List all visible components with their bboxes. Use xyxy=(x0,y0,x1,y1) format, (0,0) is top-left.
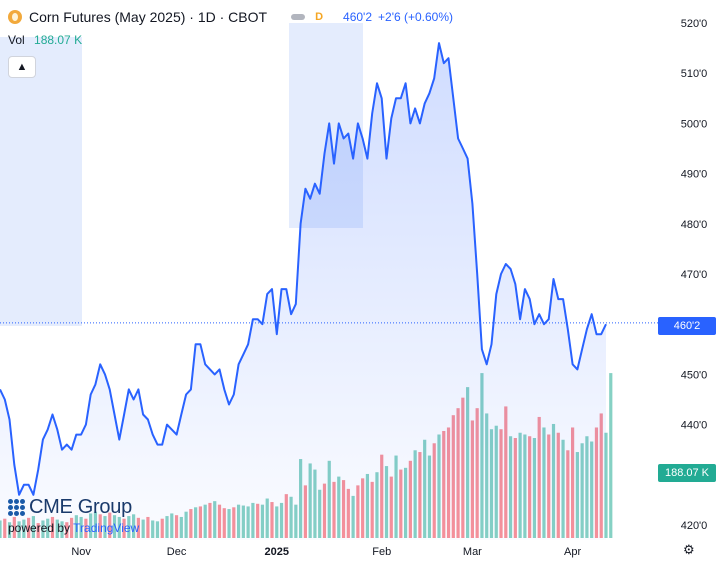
y-tick-label: 480'0 xyxy=(681,219,708,231)
y-tick-label: 520'0 xyxy=(681,18,708,30)
symbol-title[interactable]: Corn Futures (May 2025) · 1D · CBOT xyxy=(29,9,268,25)
x-tick-label: Mar xyxy=(463,546,482,558)
price-area-fill xyxy=(0,43,606,540)
y-tick-label: 470'0 xyxy=(681,269,708,281)
gear-icon[interactable]: ⚙ xyxy=(683,542,695,557)
x-tick-label: Nov xyxy=(71,546,91,558)
volume-bar xyxy=(609,373,613,538)
status-pill-icon xyxy=(291,14,306,20)
current-volume-tag: 188.07 K xyxy=(658,464,716,482)
y-tick-label: 450'0 xyxy=(681,369,708,381)
x-tick-label: Apr xyxy=(564,546,581,558)
x-tick-label: Feb xyxy=(372,546,391,558)
y-tick-label: 420'0 xyxy=(681,520,708,532)
current-price-tag: 460'2 xyxy=(658,317,716,335)
x-tick-label: Dec xyxy=(167,546,187,558)
cme-logo: CME Group xyxy=(8,496,139,519)
y-tick-label: 440'0 xyxy=(681,420,708,432)
last-price: 460'2 xyxy=(343,10,373,24)
volume-legend: Vol 188.07 K xyxy=(8,33,82,47)
branding[interactable]: CME Group powered by TradingView xyxy=(8,496,139,535)
price-change: +2'6 (+0.60%) xyxy=(378,10,454,24)
logo-text: CME Group xyxy=(29,496,132,518)
indicator-letter: D xyxy=(315,11,324,23)
y-tick-label: 510'0 xyxy=(681,68,708,80)
corn-coin-icon xyxy=(8,10,22,24)
y-tick-label: 500'0 xyxy=(681,118,708,130)
cme-dots-icon xyxy=(8,499,25,516)
collapse-legend-button[interactable]: ▲ xyxy=(8,56,36,78)
chevron-up-icon: ▲ xyxy=(16,61,28,73)
y-axis: 520'0510'0500'0490'0480'0470'0460'0450'0… xyxy=(681,18,708,532)
powered-by: powered by TradingView xyxy=(8,521,140,535)
chart-legend: Corn Futures (May 2025) · 1D · CBOT D 46… xyxy=(8,7,453,27)
price-area xyxy=(0,42,658,540)
tradingview-text: TradingView xyxy=(73,521,140,535)
x-tick-label: 2025 xyxy=(265,546,289,558)
highlight-zone xyxy=(0,37,82,326)
price-line xyxy=(0,42,607,496)
x-axis: Nov Dec 2025 Feb Mar Apr xyxy=(71,546,581,558)
volume-value: 188.07 K xyxy=(34,33,83,47)
volume-label: Vol xyxy=(8,33,25,47)
y-tick-label: 490'0 xyxy=(681,169,708,181)
